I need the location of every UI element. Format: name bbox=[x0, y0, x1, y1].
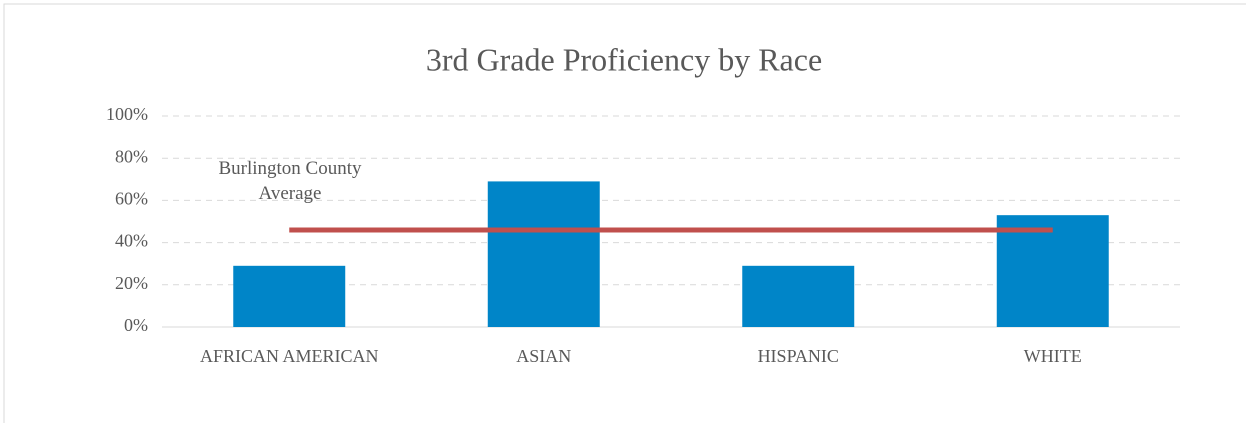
x-tick-label: WHITE bbox=[1024, 346, 1082, 366]
y-tick-label: 100% bbox=[106, 104, 148, 124]
bar bbox=[742, 265, 855, 327]
bar bbox=[996, 215, 1109, 327]
y-tick-label: 20% bbox=[115, 273, 148, 293]
chart-title: 3rd Grade Proficiency by Race bbox=[426, 41, 822, 77]
line-annotation: Burlington County Average bbox=[218, 158, 362, 204]
x-tick-label: ASIAN bbox=[516, 346, 571, 366]
chart-border bbox=[3, 3, 1246, 423]
y-tick-label: 80% bbox=[115, 146, 148, 166]
bar bbox=[233, 265, 346, 327]
x-tick-label: HISPANIC bbox=[758, 346, 839, 366]
y-tick-label: 40% bbox=[115, 231, 148, 251]
y-tick-label: 0% bbox=[124, 315, 148, 335]
y-tick-label: 60% bbox=[115, 189, 148, 209]
bar bbox=[487, 181, 600, 327]
x-tick-label: AFRICAN AMERICAN bbox=[200, 346, 379, 366]
